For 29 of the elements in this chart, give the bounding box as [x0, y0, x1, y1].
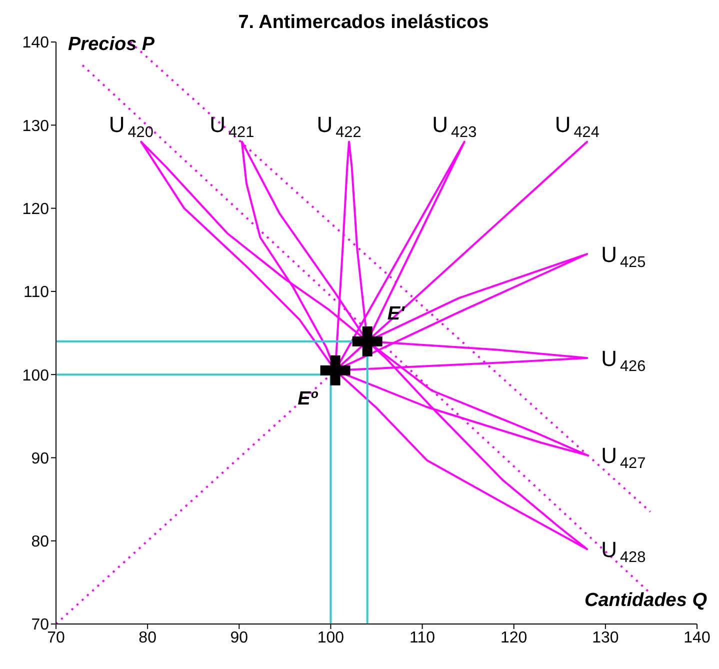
x-tick-label: 90 — [230, 629, 248, 646]
y-tick-label: 110 — [23, 284, 50, 302]
annotation: Eº — [298, 388, 318, 410]
x-tick-label: 100 — [317, 629, 344, 646]
y-tick-label: 70 — [31, 616, 50, 634]
series-label: U$_{421}$ — [210, 112, 254, 142]
y-tick-label: 130 — [22, 118, 50, 135]
y-tick-label: 120 — [22, 200, 50, 218]
series-label: U$_{425}$ — [601, 242, 646, 272]
series-label: U$_{422}$ — [316, 112, 362, 142]
chart-title: 7. Antimercados inelásticos — [237, 12, 490, 34]
series-label: U$_{427}$ — [601, 443, 646, 472]
y-tick-label: 90 — [31, 450, 50, 468]
x-axis-title: Cantidades Q — [584, 590, 707, 612]
series-label: U$_{424}$ — [554, 112, 600, 142]
x-tick-label: 110 — [410, 629, 436, 646]
x-tick-label: 130 — [592, 629, 619, 646]
y-axis-title: Precios P — [68, 34, 155, 56]
x-tick-label: 140 — [684, 629, 710, 646]
x-tick-label: 70 — [47, 629, 65, 646]
series-label: U$_{423}$ — [432, 112, 477, 142]
y-tick-label: 80 — [31, 534, 50, 551]
series-label: U$_{428}$ — [601, 537, 646, 566]
y-tick-label: 100 — [22, 367, 50, 384]
x-tick-label: 120 — [500, 629, 528, 646]
y-tick-label: 140 — [22, 34, 50, 52]
series-label: U$_{420}$ — [108, 112, 154, 142]
x-tick-label: 80 — [138, 629, 157, 646]
series-label: U$_{426}$ — [601, 346, 646, 376]
